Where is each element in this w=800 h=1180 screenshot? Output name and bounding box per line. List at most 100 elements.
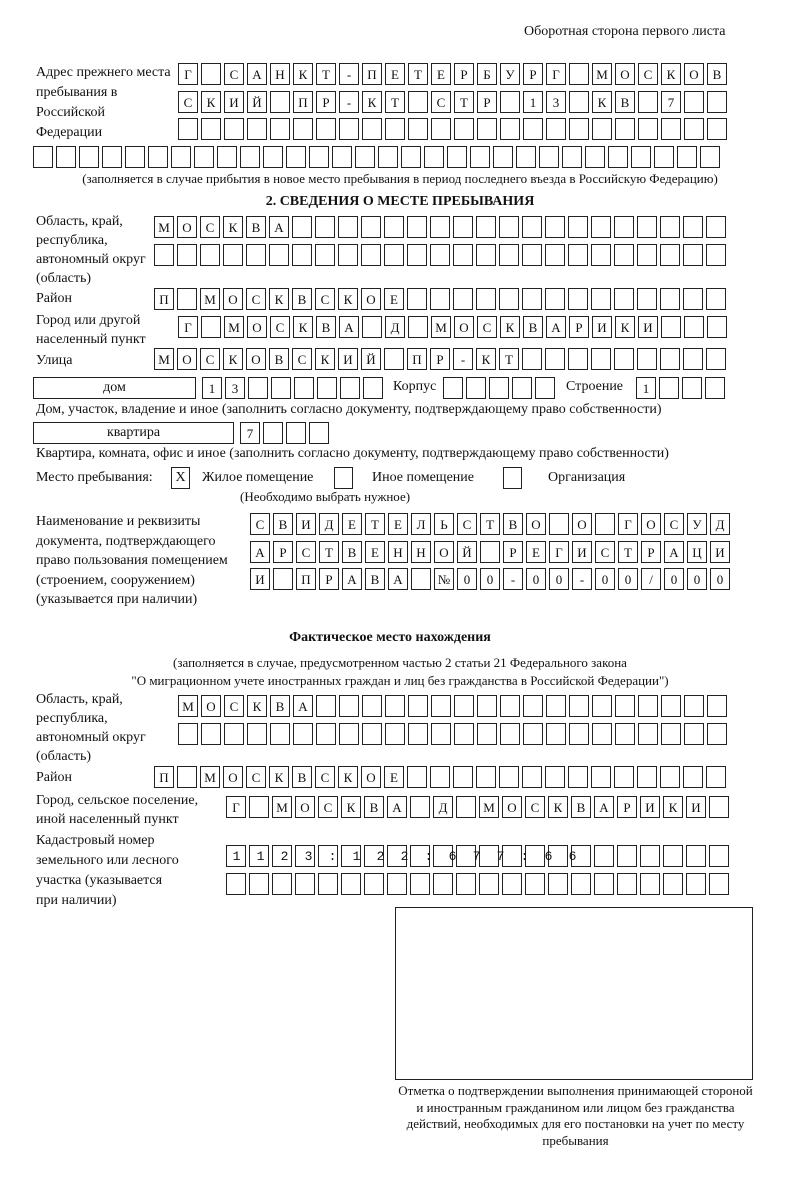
char-box[interactable]: Т [385,91,405,113]
char-box[interactable]: № [434,568,454,590]
char-box[interactable] [456,845,476,867]
char-box[interactable] [247,118,267,140]
char-box[interactable]: С [246,766,266,788]
char-box[interactable] [339,695,359,717]
char-box[interactable]: Й [247,91,267,113]
char-box[interactable] [682,377,702,399]
char-box[interactable]: Е [384,766,404,788]
char-box[interactable]: А [387,796,407,818]
region-row-2[interactable] [154,244,729,266]
char-box[interactable]: М [178,695,198,717]
char-box[interactable] [447,146,467,168]
char-box[interactable] [499,288,519,310]
char-box[interactable]: Р [617,796,637,818]
char-box[interactable] [660,288,680,310]
char-box[interactable]: О [223,766,243,788]
char-box[interactable] [683,766,703,788]
char-box[interactable]: И [686,796,706,818]
char-box[interactable] [569,695,589,717]
char-box[interactable] [201,316,221,338]
char-box[interactable] [707,723,727,745]
char-box[interactable] [362,723,382,745]
char-box[interactable] [591,766,611,788]
char-box[interactable] [683,244,703,266]
char-box[interactable] [102,146,122,168]
char-box[interactable]: У [687,513,707,535]
char-box[interactable]: Т [365,513,385,535]
char-box[interactable]: О [641,513,661,535]
char-box[interactable]: 0 [618,568,638,590]
char-box[interactable] [661,695,681,717]
apartment-number-row[interactable]: 7 [240,422,332,444]
char-box[interactable]: П [154,288,174,310]
char-box[interactable] [317,377,337,399]
char-box[interactable] [684,316,704,338]
char-box[interactable] [617,845,637,867]
char-box[interactable] [522,348,542,370]
char-box[interactable] [362,118,382,140]
char-box[interactable] [706,216,726,238]
char-box[interactable]: И [710,541,730,563]
char-box[interactable]: Й [361,348,381,370]
char-box[interactable]: Р [319,568,339,590]
char-box[interactable] [223,244,243,266]
char-box[interactable] [177,244,197,266]
char-box[interactable] [591,216,611,238]
char-box[interactable]: Р [641,541,661,563]
char-box[interactable] [654,146,674,168]
char-box[interactable] [663,845,683,867]
char-box[interactable]: Р [454,63,474,85]
char-box[interactable] [638,695,658,717]
char-box[interactable] [430,244,450,266]
char-box[interactable]: С [292,348,312,370]
char-box[interactable] [154,244,174,266]
char-box[interactable] [407,766,427,788]
char-box[interactable]: А [247,63,267,85]
char-box[interactable] [246,244,266,266]
prev-address-row-3[interactable] [178,118,730,140]
char-box[interactable] [614,766,634,788]
char-box[interactable]: И [250,568,270,590]
char-box[interactable]: А [269,216,289,238]
char-box[interactable] [318,873,338,895]
char-box[interactable]: Р [273,541,293,563]
char-box[interactable] [293,723,313,745]
char-box[interactable] [272,845,292,867]
char-box[interactable]: 0 [664,568,684,590]
char-box[interactable] [477,118,497,140]
char-box[interactable]: Е [385,63,405,85]
char-box[interactable] [512,377,532,399]
char-box[interactable]: С [664,513,684,535]
char-box[interactable]: К [293,63,313,85]
char-box[interactable] [706,288,726,310]
char-box[interactable] [569,63,589,85]
char-box[interactable] [594,873,614,895]
char-box[interactable] [384,244,404,266]
char-box[interactable] [200,244,220,266]
char-box[interactable]: М [431,316,451,338]
char-box[interactable]: М [200,766,220,788]
char-box[interactable] [362,316,382,338]
char-box[interactable]: 3 [225,377,245,399]
char-box[interactable] [707,316,727,338]
char-box[interactable]: П [362,63,382,85]
char-box[interactable] [614,216,634,238]
char-box[interactable] [410,796,430,818]
char-box[interactable]: К [269,766,289,788]
char-box[interactable]: 0 [480,568,500,590]
char-box[interactable]: К [500,316,520,338]
char-box[interactable] [477,723,497,745]
apartment-type-field[interactable]: квартира [33,422,234,444]
char-box[interactable] [614,288,634,310]
char-box[interactable] [339,118,359,140]
char-box[interactable]: О [526,513,546,535]
char-box[interactable]: О [201,695,221,717]
char-box[interactable]: А [388,568,408,590]
char-box[interactable] [315,244,335,266]
char-box[interactable] [431,695,451,717]
char-box[interactable] [407,288,427,310]
char-box[interactable]: В [292,288,312,310]
char-box[interactable]: - [339,91,359,113]
char-box[interactable] [56,146,76,168]
